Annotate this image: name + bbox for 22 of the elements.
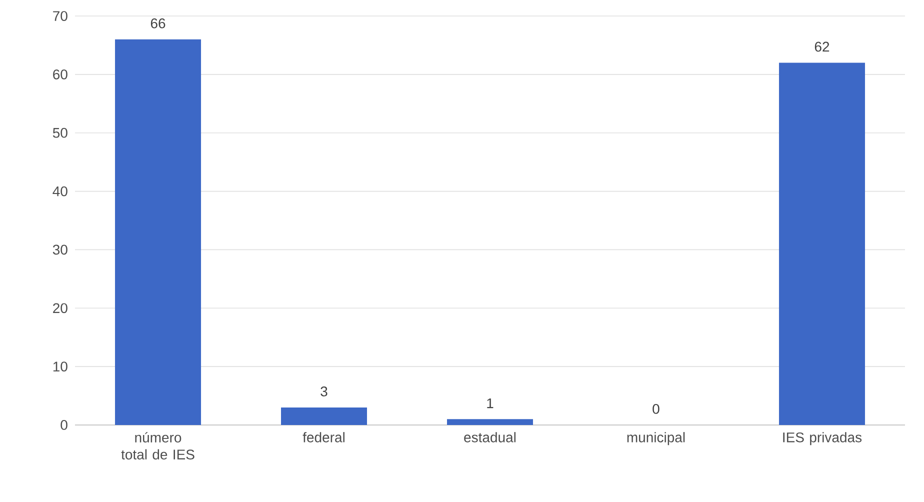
- data-label: 62: [814, 42, 830, 52]
- x-tick-label: municipal: [627, 432, 685, 446]
- data-label: 1: [487, 398, 494, 408]
- x-tick-label: federal: [302, 432, 344, 442]
- data-label: 66: [150, 18, 166, 28]
- bar: [115, 39, 202, 425]
- x-tick-label: estadual: [464, 432, 516, 442]
- y-tick-label: 10: [53, 362, 68, 372]
- y-tick-label: 40: [52, 186, 68, 196]
- data-label: 3: [320, 386, 328, 396]
- data-label: 0: [652, 404, 660, 414]
- y-tick-label: 30: [52, 244, 68, 255]
- x-tick-label: número total de IES: [121, 432, 194, 460]
- bar: [778, 62, 865, 425]
- y-tick-label: 20: [53, 303, 68, 314]
- y-tick-label: 60: [53, 70, 68, 80]
- bar: [447, 419, 533, 425]
- y-tick-label: 70: [53, 11, 68, 21]
- bar: [281, 407, 367, 425]
- x-tick-label: IES privadas: [783, 432, 862, 446]
- y-tick-label: 0: [60, 420, 68, 430]
- y-tick-label: 50: [52, 128, 68, 138]
